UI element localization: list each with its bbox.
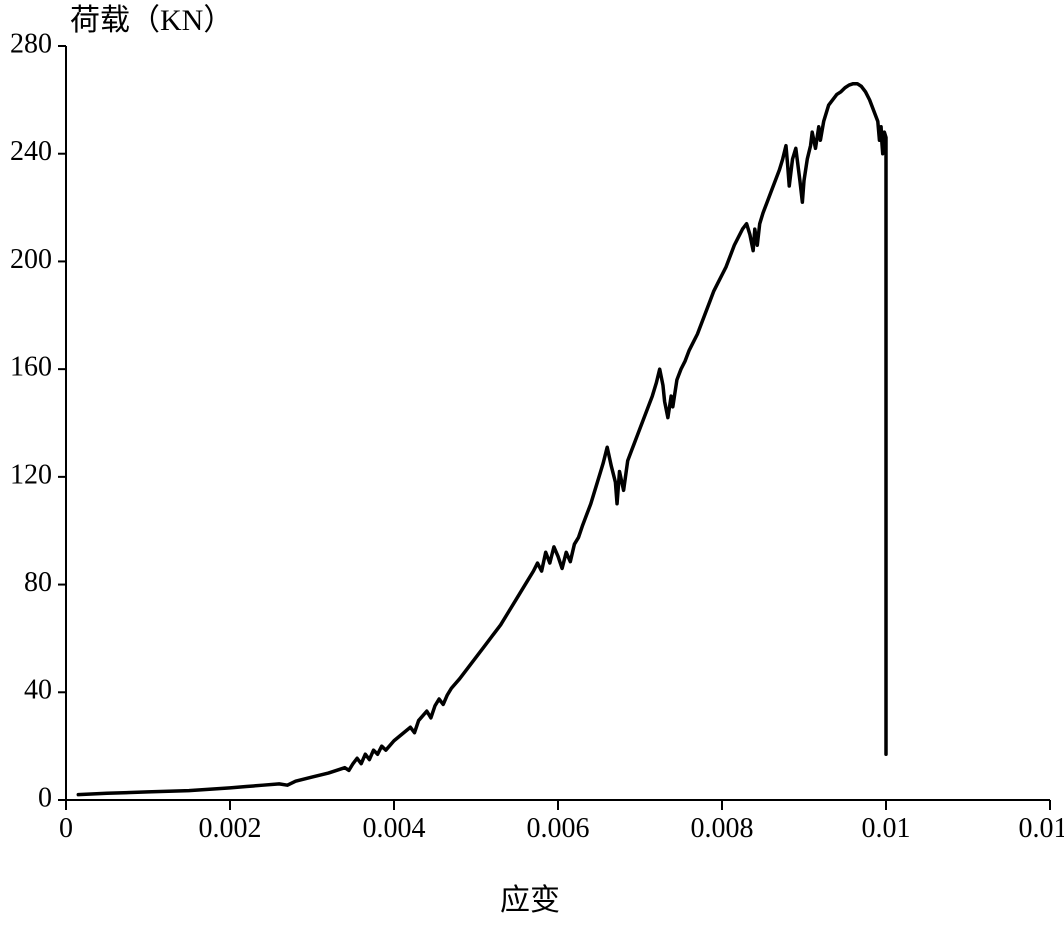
y-tick-label: 80 xyxy=(24,567,52,598)
x-tick-label: 0.008 xyxy=(691,813,754,844)
x-tick-label: 0.004 xyxy=(363,813,426,844)
data-series xyxy=(78,84,886,795)
x-tick-label: 0.012 xyxy=(1019,813,1064,844)
series-load_strain xyxy=(78,84,886,795)
load-strain-chart: 荷载（KN） 应变 0 40 80 120 160 200 240 280 0 0.002 0.0… xyxy=(0,0,1064,932)
y-tick-label: 160 xyxy=(10,352,52,383)
axes xyxy=(66,46,1050,800)
chart-container: 荷载（KN） 应变 0 40 80 120 160 200 240 280 0 0.002 0.0… xyxy=(0,0,1064,932)
x-tick-label: 0.002 xyxy=(199,813,262,844)
x-axis-title: 应变 xyxy=(500,884,560,917)
y-ticks: 0 40 80 120 160 200 240 280 xyxy=(10,28,66,813)
y-tick-label: 280 xyxy=(10,28,52,59)
x-tick-label: 0.01 xyxy=(862,813,911,844)
y-tick-label: 120 xyxy=(10,459,52,490)
y-tick-label: 0 xyxy=(38,782,52,813)
y-tick-label: 200 xyxy=(10,244,52,275)
y-tick-label: 240 xyxy=(10,136,52,167)
x-ticks: 0 0.002 0.004 0.006 0.008 0.01 0.012 xyxy=(59,800,1064,844)
x-tick-label: 0 xyxy=(59,813,73,844)
x-tick-label: 0.006 xyxy=(527,813,590,844)
y-axis-title: 荷载（KN） xyxy=(70,4,233,37)
y-tick-label: 40 xyxy=(24,675,52,706)
